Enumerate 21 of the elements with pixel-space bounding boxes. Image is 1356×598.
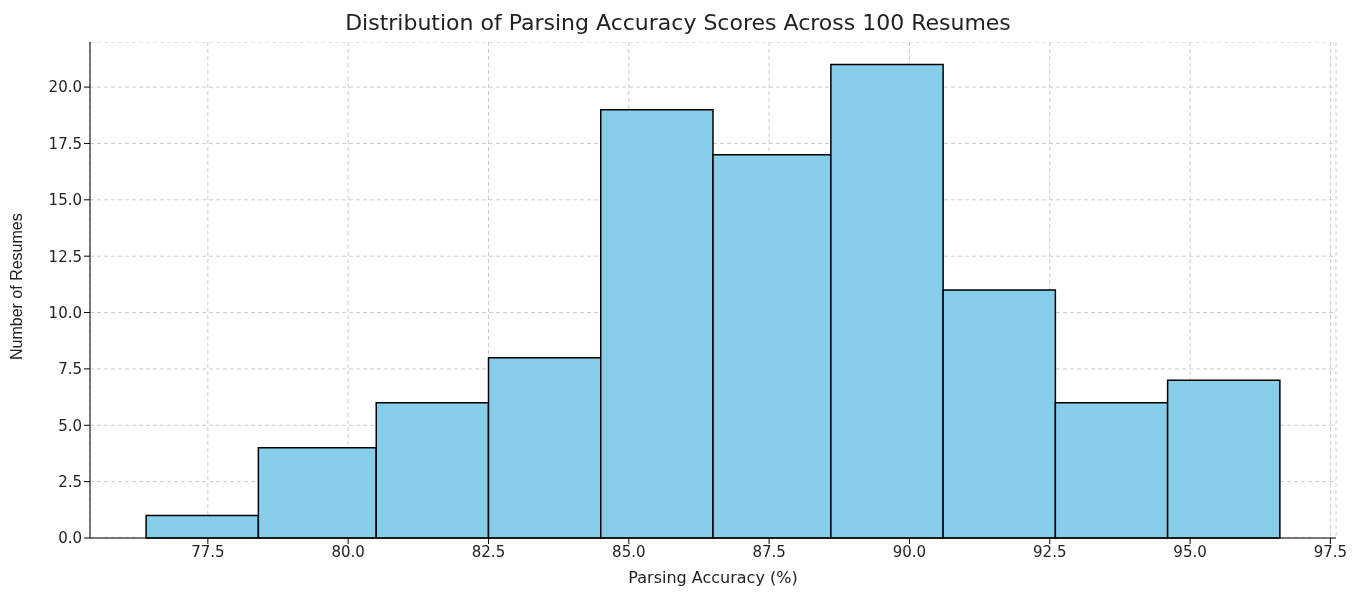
x-tick-label: 80.0 [331,542,365,561]
y-tick-label: 5.0 [58,416,82,435]
x-tick-label: 95.0 [1173,542,1207,561]
x-tick-label: 90.0 [892,542,927,561]
x-tick-label: 77.5 [191,542,225,561]
y-tick-label: 7.5 [58,360,82,379]
x-tick-label: 92.5 [1033,542,1067,561]
chart-title: Distribution of Parsing Accuracy Scores Across 100 Resumes [344,9,1012,37]
y-tick-label: 2.5 [58,472,82,491]
y-tick-label: 17.5 [48,134,82,153]
x-tick-label: 85.0 [612,542,646,561]
x-tick-label: 82.5 [471,542,506,561]
x-tick-label: 87.5 [752,542,786,561]
y-tick-label: 20.0 [48,78,82,97]
y-axis-title: Number of Resumes [7,213,25,360]
x-axis-title: Parsing Accuracy (%) [628,568,798,588]
y-tick-label: 15.0 [48,191,82,210]
y-tick-label: 12.5 [48,247,82,266]
y-tick-label: 0.0 [58,529,82,548]
y-tick-label: 10.0 [48,303,82,322]
x-tick-label: 97.5 [1313,542,1348,561]
